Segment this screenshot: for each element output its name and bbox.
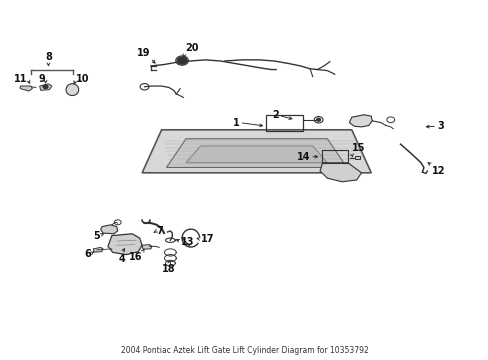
Text: 2004 Pontiac Aztek Lift Gate Lift Cylinder Diagram for 10353792: 2004 Pontiac Aztek Lift Gate Lift Cylind… [121, 346, 367, 355]
Text: 18: 18 [162, 264, 175, 274]
Text: 8: 8 [45, 51, 52, 62]
Text: 2: 2 [271, 111, 278, 121]
Circle shape [177, 57, 186, 64]
Polygon shape [185, 146, 327, 163]
Polygon shape [108, 234, 142, 255]
Text: 12: 12 [431, 166, 445, 176]
Polygon shape [101, 225, 118, 234]
Text: 9: 9 [39, 74, 45, 84]
Text: 16: 16 [128, 252, 142, 262]
Circle shape [316, 118, 320, 121]
Text: 15: 15 [351, 144, 365, 153]
Text: 14: 14 [296, 152, 310, 162]
Text: 3: 3 [436, 121, 443, 131]
Text: 17: 17 [200, 234, 214, 244]
Text: 5: 5 [93, 231, 100, 240]
Polygon shape [348, 115, 371, 127]
Text: 13: 13 [181, 237, 194, 247]
Text: 11: 11 [14, 74, 27, 84]
Text: 7: 7 [157, 226, 163, 236]
Text: 4: 4 [118, 253, 125, 264]
Polygon shape [320, 163, 361, 182]
Polygon shape [40, 84, 52, 90]
Text: 6: 6 [84, 248, 91, 258]
Text: 10: 10 [76, 74, 90, 84]
Polygon shape [20, 86, 32, 91]
Circle shape [43, 85, 48, 89]
Polygon shape [142, 130, 370, 173]
Polygon shape [142, 244, 152, 249]
Text: 19: 19 [137, 48, 150, 58]
Polygon shape [93, 247, 103, 252]
Text: 1: 1 [232, 118, 239, 128]
Text: 20: 20 [184, 43, 198, 53]
Polygon shape [66, 84, 79, 95]
Polygon shape [166, 139, 346, 167]
Bar [354, 156, 359, 159]
